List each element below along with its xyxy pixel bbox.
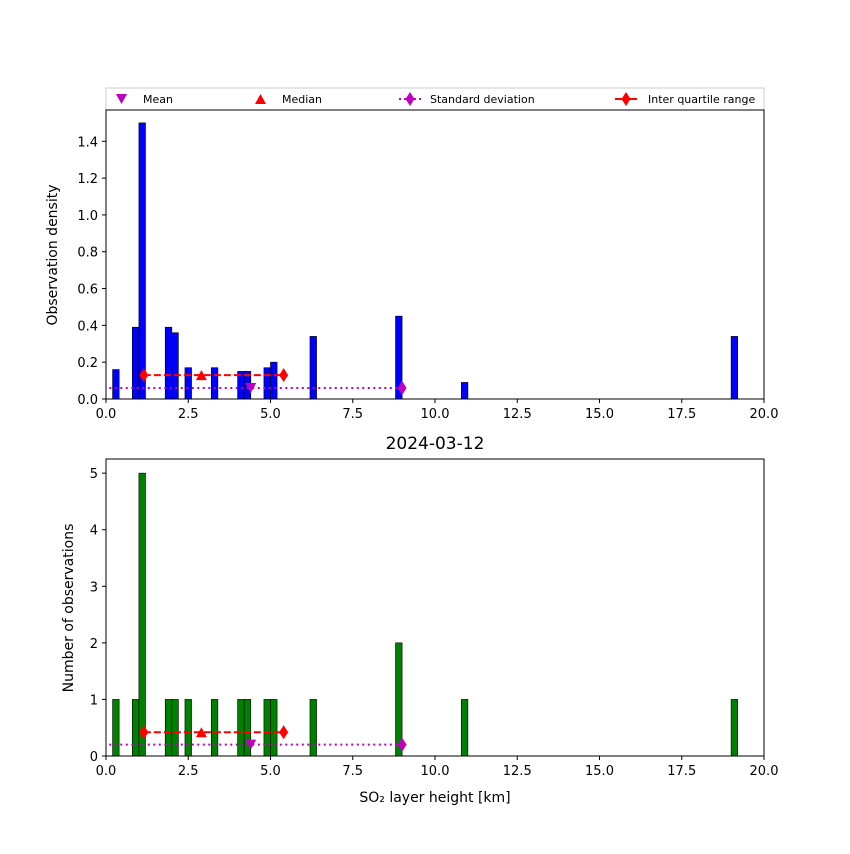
top-ytick-label: 1.4 <box>77 135 98 150</box>
top-iqr-marker <box>139 368 149 383</box>
bottom-xtick-label: 10.0 <box>421 764 450 779</box>
bottom-bar <box>210 699 219 757</box>
top-std-marker <box>397 380 407 395</box>
bottom-xtick-label: 15.0 <box>585 764 614 779</box>
top-ytick-label: 0.2 <box>77 356 98 371</box>
top-ytick-label: 0.0 <box>77 393 98 408</box>
bottom-xlabel: SO₂ layer height [km] <box>359 790 510 806</box>
bottom-bars <box>112 472 738 757</box>
top-bar <box>138 122 146 400</box>
bottom-bar <box>730 699 738 757</box>
bottom-xtick-label: 12.5 <box>503 764 532 779</box>
bottom-iqr-marker <box>139 725 149 740</box>
bottom-bar <box>138 472 146 757</box>
bottom-bar <box>395 642 403 757</box>
top-xtick-label: 7.5 <box>342 407 363 422</box>
bottom-median-marker <box>195 727 207 738</box>
bottom-xtick-label: 20.0 <box>750 764 779 779</box>
bottom-bar <box>237 699 245 757</box>
bottom-ytick-label: 0 <box>90 750 98 765</box>
top-ytick-label: 0.6 <box>77 283 98 298</box>
top-xtick-label: 5.0 <box>260 407 281 422</box>
bottom-ylabel: Number of observations <box>61 524 77 693</box>
top-xtick-label: 20.0 <box>750 407 779 422</box>
bottom-bar <box>263 699 271 757</box>
median-marker-icon <box>255 94 266 104</box>
top-bar <box>270 361 278 400</box>
top-xtick-label: 15.0 <box>585 407 614 422</box>
bottom-ytick-label: 4 <box>90 524 98 539</box>
top-xtick-label: 2.5 <box>178 407 199 422</box>
bottom-xtick-label: 7.5 <box>342 764 363 779</box>
bottom-ytick-label: 1 <box>90 693 98 708</box>
bottom-bar <box>132 699 140 757</box>
density-histogram: Observation density 0.0 2.5 5.0 7.5 10.0 12.5… <box>45 109 779 422</box>
top-bar <box>461 382 469 400</box>
bottom-ytick-label: 2 <box>90 637 98 652</box>
legend-item-std: Standard deviation <box>399 92 535 106</box>
bottom-bar <box>184 699 192 757</box>
top-bar <box>309 336 317 400</box>
top-bar <box>171 332 179 400</box>
top-bar <box>263 367 271 400</box>
legend-label-median: Median <box>282 93 322 106</box>
top-ytick-label: 0.8 <box>77 246 98 261</box>
bottom-xtick-label: 2.5 <box>178 764 199 779</box>
bottom-bar <box>309 699 317 757</box>
legend-label-mean: Mean <box>143 93 173 106</box>
bottom-bar <box>270 699 278 757</box>
bottom-bar <box>461 699 469 757</box>
bottom-std-marker <box>397 737 407 752</box>
top-stats <box>109 368 407 395</box>
top-axes: 0.0 2.5 5.0 7.5 10.0 12.5 15.0 17.5 20.0 0.0 0.2 0.… <box>77 109 779 422</box>
bottom-bar <box>112 699 120 757</box>
bottom-bar <box>164 699 173 757</box>
legend-label-iqr: Inter quartile range <box>648 93 755 106</box>
top-mean-marker <box>245 382 257 393</box>
top-xtick-label: 12.5 <box>503 407 532 422</box>
bottom-ytick-label: 3 <box>90 580 98 595</box>
bottom-ytick-label: 5 <box>90 467 98 482</box>
bottom-xtick-label: 0.0 <box>96 764 117 779</box>
bottom-mean-marker <box>245 739 257 750</box>
top-ytick-label: 1.0 <box>77 209 98 224</box>
top-iqr-marker <box>279 368 289 383</box>
top-bar <box>210 367 219 400</box>
legend-item-iqr: Inter quartile range <box>615 92 755 106</box>
bottom-xtick-label: 17.5 <box>667 764 696 779</box>
bottom-title: 2024-03-12 <box>386 434 485 454</box>
legend-item-median: Median <box>255 93 322 106</box>
top-ytick-label: 0.4 <box>77 319 98 334</box>
legend: Mean Median Standard deviation Inter qua… <box>105 87 765 111</box>
top-bar <box>184 367 192 400</box>
top-xtick-label: 10.0 <box>421 407 450 422</box>
iqr-diamond-icon <box>621 92 631 106</box>
top-ytick-label: 1.2 <box>77 172 98 187</box>
bottom-xtick-label: 5.0 <box>260 764 281 779</box>
legend-item-mean: Mean <box>116 93 173 106</box>
bottom-iqr-marker <box>279 725 289 740</box>
bottom-bar <box>171 699 179 757</box>
top-ylabel: Observation density <box>45 184 61 325</box>
legend-label-std: Standard deviation <box>430 93 535 106</box>
mean-marker-icon <box>116 94 127 104</box>
top-xtick-label: 0.0 <box>96 407 117 422</box>
count-histogram: 2024-03-12 Number of observations SO₂ la… <box>61 434 778 806</box>
top-bar <box>112 369 120 400</box>
top-xtick-label: 17.5 <box>667 407 696 422</box>
bottom-axes: 0.0 2.5 5.0 7.5 10.0 12.5 15.0 17.5 20.0 0 1 2 3 4 5 <box>90 458 779 779</box>
top-median-marker <box>195 370 207 381</box>
bottom-stats <box>109 725 407 752</box>
std-diamond-icon <box>405 92 415 106</box>
top-bar <box>730 336 738 400</box>
